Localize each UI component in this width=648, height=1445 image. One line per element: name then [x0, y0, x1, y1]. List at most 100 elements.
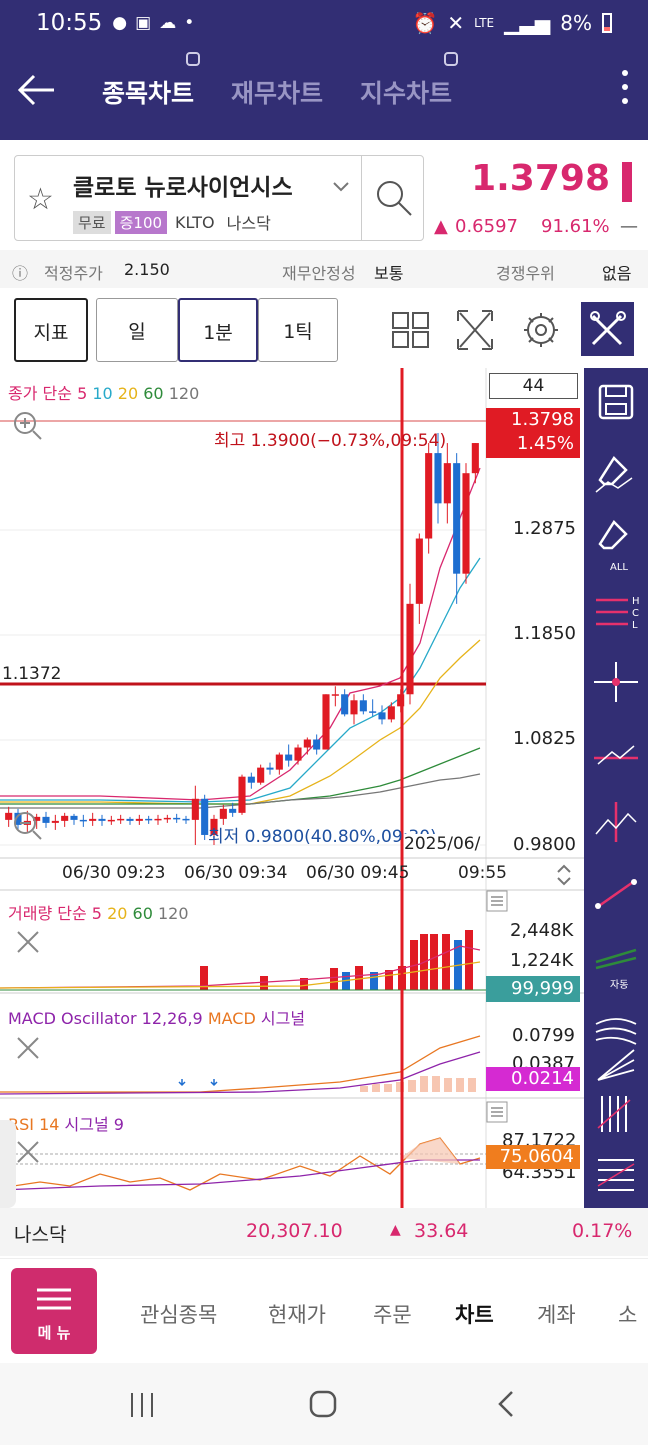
chevron-down-icon[interactable] [333, 182, 349, 192]
hcl-line-icon[interactable]: HCL [584, 578, 648, 648]
ma-20: 20 [117, 384, 139, 403]
gann-icon[interactable] [584, 1078, 648, 1148]
period-1min-button[interactable]: 1분 [178, 298, 258, 362]
tab-finance-chart[interactable]: 재무차트 [231, 79, 324, 108]
save-icon[interactable] [584, 368, 648, 438]
layout-grid-icon[interactable] [390, 303, 432, 355]
rsi-menu-icon[interactable] [486, 1101, 508, 1123]
volume-menu-icon[interactable] [486, 890, 508, 912]
macd-tick-2: 0.0387 [512, 1053, 575, 1067]
indicator-button[interactable]: 지표 [14, 298, 88, 362]
trend-line-icon[interactable] [584, 718, 648, 788]
peak-line-icon[interactable] [584, 788, 648, 858]
price-change-pct: 91.61% [541, 216, 610, 237]
y-tick-2: 1.1850 [513, 623, 576, 644]
macd-tick-1: 0.0799 [512, 1025, 575, 1046]
candle-body [350, 700, 358, 715]
settings-gear-icon[interactable] [520, 303, 562, 355]
recent-apps-icon[interactable] [128, 1391, 156, 1419]
auto-line-label: 자동 [610, 979, 628, 991]
chart-area[interactable]: 종가 단순 5 10 20 60 120 44 1.3798 1.45% 최고 … [0, 368, 648, 1208]
eraser-icon[interactable] [584, 438, 648, 508]
tab-index-chart[interactable]: 지수차트 [360, 79, 453, 108]
ma-5: 5 [77, 384, 88, 403]
candle-body [369, 711, 377, 713]
fan-line-icon[interactable] [584, 998, 648, 1068]
mute-icon: ✕ [447, 11, 465, 35]
candle-body [98, 818, 106, 821]
fan-lines-icon[interactable] [584, 1028, 648, 1098]
candle-body [229, 808, 237, 813]
candle-body [126, 818, 134, 821]
battery-icon [602, 13, 612, 33]
stability-label: 재무안정성 [282, 264, 356, 283]
zoom-in-icon[interactable] [12, 410, 44, 442]
volume-tick-2: 1,224K [510, 950, 574, 971]
menu-button[interactable]: 메 뉴 [11, 1268, 97, 1354]
favorite-star-icon[interactable]: ☆ [27, 182, 54, 217]
nav-order[interactable]: 주문 [373, 1303, 412, 1327]
rsi-current-tag: 75.0604 [486, 1145, 580, 1169]
macd-legend-oscillator: MACD Oscillator 12,26,9 [8, 1009, 203, 1028]
diagonal-line-icon[interactable] [584, 858, 648, 928]
system-navigation [0, 1363, 648, 1445]
candle-body [462, 473, 470, 574]
alarm-icon: ⏰ [412, 11, 438, 35]
cross-line-icon[interactable] [584, 648, 648, 718]
nav-current-price[interactable]: 현재가 [268, 1303, 326, 1327]
help-icon[interactable]: ⓘ [12, 264, 29, 283]
ma-120: 120 [168, 384, 200, 403]
expand-vertical-icon[interactable] [556, 864, 572, 886]
candle-body [331, 694, 339, 696]
x-tick-3: 06/30 09:45 [306, 863, 410, 883]
back-icon[interactable] [494, 1389, 518, 1419]
period-day-button[interactable]: 일 [96, 298, 178, 362]
fibonacci-icon[interactable] [584, 1138, 648, 1208]
candle-body [359, 700, 367, 712]
stock-selector[interactable]: ☆ 클로토 뉴로사이언시스 무료 증100 KLTO 나스닥 [14, 155, 424, 241]
price-change: 0.6597 [455, 216, 518, 237]
fullscreen-icon[interactable] [454, 303, 496, 355]
tab-badge-icon [186, 52, 200, 66]
nav-chart[interactable]: 차트 [455, 1303, 494, 1327]
status-time: 10:55 [36, 10, 103, 36]
candle-body [79, 819, 87, 822]
side-drawer-handle[interactable] [0, 1120, 16, 1208]
nav-account[interactable]: 계좌 [537, 1303, 576, 1327]
nav-watchlist[interactable]: 관심종목 [140, 1303, 218, 1327]
zoom-out-icon[interactable] [12, 810, 44, 842]
change-dash: — [620, 216, 638, 237]
x-tick-4: 09:55 [458, 863, 507, 883]
auto-line-icon[interactable]: 자동 [584, 928, 648, 998]
close-macd-icon[interactable] [16, 1036, 40, 1060]
eraser-all-label: ALL [610, 562, 628, 573]
menu-label: 메 뉴 [37, 1324, 71, 1342]
eraser-all-icon[interactable]: ALL [584, 508, 648, 578]
index-bar[interactable]: 나스닥 20,307.10 ▲ 33.64 0.17% [0, 1208, 648, 1256]
bar-count-box[interactable]: 44 [489, 373, 578, 399]
rsi-legend-signal: 시그널 9 [64, 1115, 124, 1134]
candle-body [471, 443, 479, 474]
nav-more[interactable]: 소 [618, 1303, 638, 1327]
tab-stock-chart[interactable]: 종목차트 [102, 79, 195, 108]
moving-averages [0, 467, 481, 809]
chart-canvas[interactable] [0, 368, 584, 1208]
ma-10: 10 [92, 384, 113, 403]
period-1tick-button[interactable]: 1틱 [258, 298, 338, 362]
search-button[interactable] [361, 156, 424, 240]
price-up-bar [622, 162, 632, 202]
volume-tick-1: 2,448K [510, 920, 574, 941]
back-arrow-icon[interactable] [14, 68, 58, 112]
candle-body [191, 798, 199, 820]
fair-price-label: 적정주가 [44, 264, 103, 283]
candle-body [61, 815, 69, 821]
low-price-label: 최저 0.9800(40.80%,09:30) [208, 827, 437, 847]
more-menu-icon[interactable] [620, 70, 630, 114]
close-volume-icon[interactable] [16, 930, 40, 954]
close-rsi-icon[interactable] [16, 1140, 40, 1164]
candle-body [51, 820, 59, 823]
home-icon[interactable] [308, 1389, 338, 1419]
drawing-tools-button[interactable] [581, 302, 634, 356]
current-price: 1.3798 [471, 158, 610, 199]
rsi-legend: RSI 14 시그널 9 [8, 1111, 124, 1135]
